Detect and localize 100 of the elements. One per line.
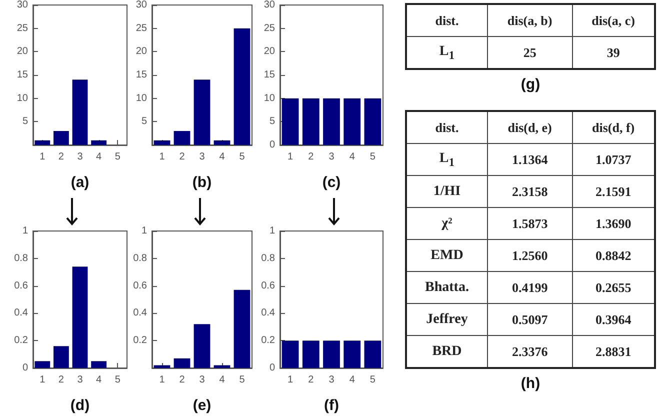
category-label: Bhatta. <box>425 280 469 294</box>
y-tick-label: 5 <box>22 116 28 128</box>
y-tick-label: 30 <box>136 0 148 10</box>
text: 2.3158 <box>512 184 548 198</box>
x-tick-label: 5 <box>370 374 376 386</box>
category-label: dis(a, c) <box>572 4 655 36</box>
y-tick-label: 20 <box>16 46 28 58</box>
bar <box>34 361 50 368</box>
bar <box>91 140 107 145</box>
y-tick-label: 20 <box>264 46 276 58</box>
x-tick-label: 1 <box>40 374 46 386</box>
y-tick-label: 0.8 <box>133 252 148 264</box>
text: (g) <box>520 76 542 93</box>
text: (h) <box>520 375 542 392</box>
x-tick-label: 5 <box>239 374 246 386</box>
x-tick-label: 4 <box>349 374 356 386</box>
y-tick-label: 0.6 <box>14 280 28 292</box>
category-label: L$_{1}$ <box>439 44 455 62</box>
text: 0.8842 <box>595 248 632 262</box>
x-tick-label: 5 <box>114 152 121 162</box>
x-tick-label: 1 <box>288 374 294 386</box>
text: 2.8831 <box>595 344 632 358</box>
x-tick-label: 4 <box>96 374 102 386</box>
x-tick-label: 3 <box>199 152 206 162</box>
x-tick-label: 3 <box>328 374 335 386</box>
y-tick-label: 5 <box>269 116 276 128</box>
bar <box>234 290 250 368</box>
text: dist. <box>406 4 488 36</box>
text: 2.3376 <box>512 344 548 358</box>
text: 1.0737 <box>595 152 632 166</box>
y-tick-label: 0.2 <box>14 335 28 346</box>
x-axis-title: (d) <box>70 397 90 414</box>
x-tick-label: 4 <box>349 152 356 162</box>
category-label: EMD <box>430 248 464 262</box>
y-tick-label: 0.4 <box>14 308 28 319</box>
bar <box>234 28 250 145</box>
bar <box>72 80 88 145</box>
y-tick-label: 10 <box>136 92 148 104</box>
y-tick-label: 0.6 <box>133 280 148 292</box>
x-tick-label: 2 <box>308 374 314 386</box>
text: 0.5097 <box>512 312 548 326</box>
y-tick-label: 10 <box>16 92 28 104</box>
category-label: χ² <box>442 216 452 230</box>
x-tick-label: 4 <box>219 374 226 386</box>
text: 0.2655 <box>595 280 632 294</box>
bar <box>53 346 69 368</box>
bar <box>214 140 230 145</box>
bar <box>34 140 50 145</box>
y-tick-label: 25 <box>16 22 28 34</box>
x-tick-label: 1 <box>159 152 166 162</box>
y-tick-label: 20 <box>136 46 148 58</box>
x-tick-label: 1 <box>40 152 46 162</box>
bar <box>174 131 190 145</box>
x-axis-title: (f) <box>324 397 339 414</box>
category-label: 1/HI <box>433 184 461 198</box>
y-tick-label: 25 <box>264 22 276 34</box>
text: 1.3690 <box>595 216 632 230</box>
category-label: BRD <box>432 344 462 358</box>
y-tick-label: 1 <box>269 226 276 236</box>
y-tick-label: 0.6 <box>261 280 276 292</box>
x-tick-label: 4 <box>219 152 226 162</box>
y-tick-label: 15 <box>136 70 148 80</box>
y-tick-label: 30 <box>16 0 28 10</box>
bar <box>72 266 88 368</box>
category-label: L$_{1}$ <box>439 150 455 168</box>
x-tick-label: 3 <box>77 152 84 162</box>
x-tick-label: 2 <box>179 374 186 386</box>
bar <box>53 131 69 145</box>
x-axis-title: (b) <box>192 174 212 191</box>
x-tick-label: 4 <box>96 152 102 162</box>
x-tick-label: 5 <box>239 152 246 162</box>
y-tick-label: 25 <box>136 22 148 34</box>
x-axis-title: (a) <box>70 174 90 191</box>
y-tick-label: 0.4 <box>261 308 276 319</box>
bar <box>91 361 107 368</box>
text: 0.4199 <box>512 280 548 294</box>
bar <box>154 140 170 145</box>
bar <box>194 324 210 368</box>
y-tick-label: 30 <box>264 0 276 10</box>
x-tick-label: 5 <box>114 374 121 386</box>
text: 25 <box>523 44 536 60</box>
x-axis-title: (e) <box>192 397 212 414</box>
x-tick-label: 3 <box>328 152 335 162</box>
y-tick-label: 1 <box>22 226 28 236</box>
y-tick-label: 1 <box>141 226 148 236</box>
y-tick-label: 0.2 <box>261 335 276 346</box>
bar <box>174 358 190 368</box>
y-tick-label: 15 <box>16 70 28 80</box>
bar <box>194 80 210 145</box>
x-tick-label: 2 <box>58 152 64 162</box>
x-tick-label: 1 <box>288 152 294 162</box>
x-tick-label: 3 <box>199 374 206 386</box>
y-tick-label: 5 <box>141 116 148 128</box>
x-tick-label: 2 <box>179 152 186 162</box>
y-tick-label: 0 <box>269 140 276 150</box>
y-tick-label: 0.8 <box>14 252 28 264</box>
category-label: dis(d, e) <box>488 111 572 144</box>
text: 39 <box>606 44 620 60</box>
category-label: Jeffrey <box>426 312 468 326</box>
x-tick-label: 2 <box>308 152 314 162</box>
